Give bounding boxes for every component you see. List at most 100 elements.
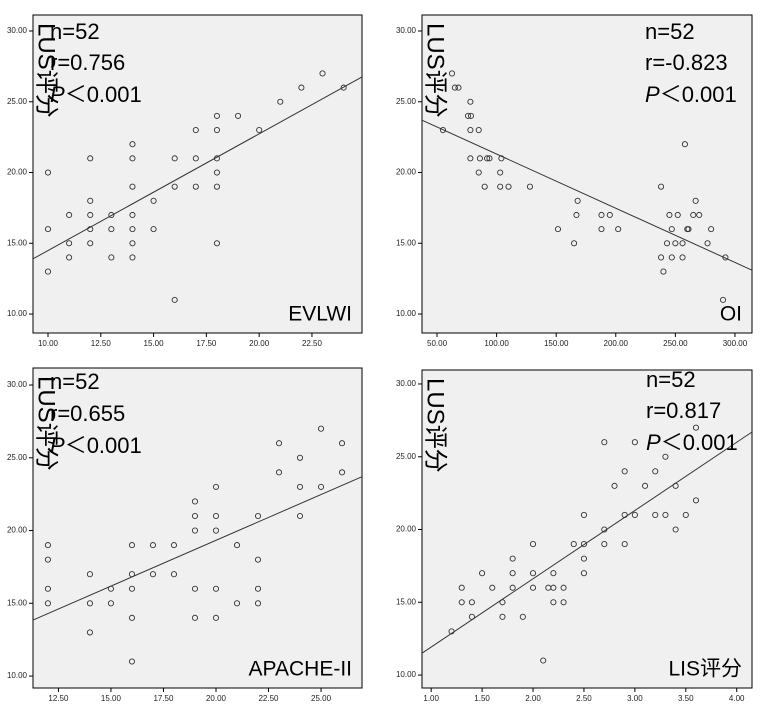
data-point — [213, 240, 220, 247]
panel: 10.00 15.00 20.00 25.00 30.00 10.00 12.50 15.00… — [7, 14, 363, 348]
p-value: P＜0.001 — [645, 82, 737, 107]
data-point — [129, 240, 136, 247]
sample-size: n=52 — [50, 19, 100, 44]
y-tick-label: 30.00 — [396, 26, 417, 35]
data-point — [666, 211, 673, 219]
data-point — [475, 169, 482, 176]
data-point — [696, 211, 703, 219]
data-point — [277, 98, 284, 105]
x-axis-label: EVLWI — [288, 303, 352, 326]
data-point — [86, 600, 93, 607]
x-tick-label: 4.00 — [729, 694, 745, 703]
data-point — [86, 629, 93, 636]
data-point — [128, 614, 136, 621]
data-point — [598, 226, 605, 233]
p-value: P＜0.001 — [50, 433, 142, 458]
data-point — [298, 84, 305, 91]
data-point — [580, 555, 587, 562]
data-point — [170, 571, 178, 578]
data-point — [128, 542, 136, 549]
data-point — [451, 84, 458, 91]
data-point — [338, 469, 346, 476]
sample-size: n=52 — [645, 19, 695, 44]
x-axis-label: APACHE-II — [249, 658, 352, 681]
data-point — [448, 628, 455, 635]
data-point — [87, 155, 94, 162]
data-point — [170, 542, 178, 549]
data-point — [128, 658, 136, 665]
data-point — [338, 440, 346, 447]
panel: 10.00 15.00 20.00 25.00 30.00 50.00 100.00 150.… — [396, 14, 753, 348]
data-point — [129, 226, 136, 233]
data-point — [662, 511, 669, 519]
y-tick-label: 30.00 — [7, 380, 28, 389]
p-text: ＜0.001 — [660, 82, 737, 107]
data-point — [296, 512, 304, 520]
data-point — [679, 240, 686, 247]
x-tick-label: 12.50 — [48, 694, 69, 703]
data-point — [708, 226, 715, 233]
data-point — [468, 599, 475, 606]
data-point — [621, 511, 628, 519]
data-point — [191, 527, 199, 534]
data-point — [44, 556, 51, 563]
y-tick-label: 25.00 — [7, 453, 28, 462]
data-point — [509, 584, 516, 591]
sample-size: n=52 — [646, 367, 696, 392]
data-point — [44, 169, 52, 176]
data-point — [601, 541, 608, 548]
trend-line — [421, 431, 753, 654]
x-tick-label: 300.00 — [723, 339, 748, 348]
data-point — [108, 254, 115, 261]
data-point — [497, 183, 504, 190]
data-point — [87, 240, 94, 247]
data-point — [692, 497, 700, 504]
data-point — [601, 439, 608, 446]
data-point — [191, 498, 199, 505]
y-tick-label: 10.00 — [7, 309, 28, 318]
data-point — [467, 155, 474, 162]
y-tick-label: 25.00 — [7, 97, 28, 106]
data-point — [129, 141, 136, 148]
x-tick-label: 22.50 — [258, 694, 279, 703]
data-point — [519, 613, 526, 620]
data-point — [481, 183, 488, 190]
data-point — [722, 254, 729, 261]
data-point — [467, 127, 474, 134]
data-point — [642, 482, 649, 489]
data-point — [601, 526, 608, 533]
data-point — [598, 211, 605, 219]
y-tick-label: 15.00 — [7, 598, 28, 607]
data-point — [66, 240, 73, 247]
x-tick-label: 17.50 — [153, 694, 174, 703]
data-point — [455, 84, 462, 91]
x-tick-label: 1.00 — [423, 694, 439, 703]
data-point — [87, 197, 94, 204]
y-axis-label: LUS评分 — [422, 23, 449, 118]
data-point — [499, 613, 506, 620]
y-tick-label: 20.00 — [396, 168, 417, 177]
data-point — [129, 183, 136, 190]
data-point — [499, 599, 506, 606]
data-point — [192, 155, 199, 162]
data-point — [672, 482, 679, 489]
p-symbol: P — [50, 82, 65, 107]
correlation: r=0.756 — [50, 50, 125, 75]
data-point — [44, 226, 52, 233]
data-point — [296, 483, 304, 490]
y-tick-label: 15.00 — [396, 238, 417, 247]
data-point — [560, 599, 567, 606]
data-point — [580, 511, 587, 519]
data-point — [149, 571, 157, 578]
plot-area — [421, 369, 753, 689]
x-tick-label: 2.50 — [576, 694, 592, 703]
data-point — [509, 555, 516, 562]
data-point — [489, 584, 496, 591]
y-tick-label: 20.00 — [7, 526, 28, 535]
data-point — [621, 541, 628, 548]
x-axis-label: LIS评分 — [668, 658, 742, 681]
y-axis-label: LUS评分 — [422, 378, 449, 473]
data-point — [87, 226, 94, 233]
data-point — [128, 571, 136, 578]
y-tick-label: 10.00 — [396, 309, 417, 318]
